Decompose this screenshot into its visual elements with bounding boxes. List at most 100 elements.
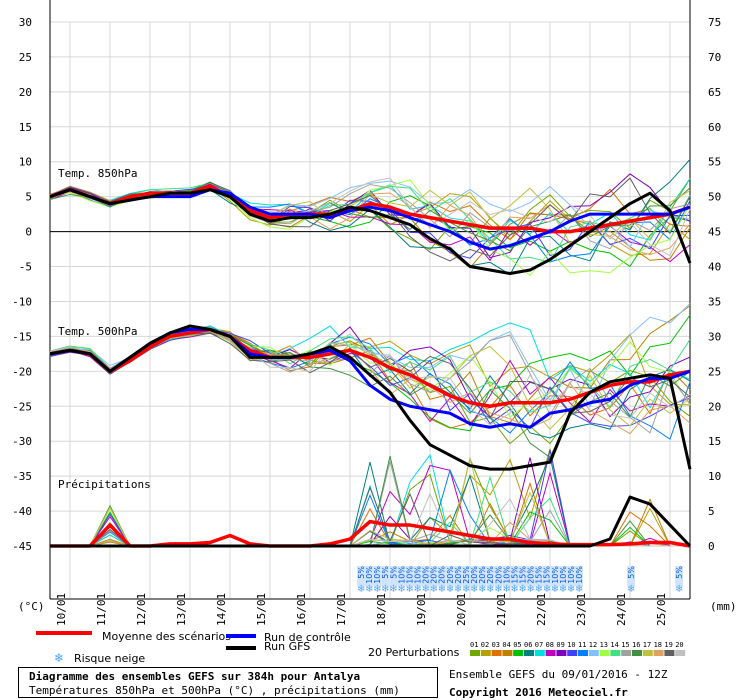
panel-label-precip: Précipitations (58, 478, 151, 491)
left-tick-label: 10 (19, 156, 32, 169)
perturbation-swatch (642, 650, 653, 656)
perturbation-number: 18 (654, 641, 662, 649)
perturbation-number: 17 (643, 641, 651, 649)
snow-risk-label: 25% (462, 566, 471, 584)
snowflake-icon: ❄ (446, 584, 454, 595)
right-tick-label: 30 (708, 330, 721, 343)
x-tick-label: 15/01 (255, 593, 268, 626)
x-tick-label: 13/01 (175, 593, 188, 626)
series-line (50, 495, 692, 548)
snow-risk-label: 10% (567, 566, 576, 584)
snow-risk-bar (542, 566, 551, 586)
perturbation-swatch (632, 650, 642, 656)
perturbation-precip-line (50, 453, 690, 547)
chart-title-box: Diagramme des ensembles GEFS sur 384h po… (18, 667, 438, 698)
ensemble-run-label: Ensemble GEFS du 09/01/2016 - 12Z (449, 668, 668, 681)
copyright-label: Copyright 2016 Meteociel.fr (449, 686, 628, 699)
x-tick-label: 20/01 (455, 593, 468, 626)
snowflake-icon: ❄ (675, 584, 683, 595)
snow-risk-bar (381, 566, 390, 586)
perturbation-swatch (588, 650, 599, 656)
perturbation-swatch (567, 650, 578, 656)
perturbation-number: 03 (492, 641, 500, 649)
x-tick-label: 23/01 (575, 593, 588, 626)
right-tick-label: 25 (708, 365, 721, 378)
snow-risk-label: 20% (430, 566, 439, 584)
snow-risk-bar (445, 566, 454, 586)
snow-risk-bar (461, 566, 470, 586)
snowflake-icon: ❄ (405, 584, 413, 595)
snow-risk-bar (453, 566, 462, 586)
snowflake-icon: ❄ (551, 584, 559, 595)
left-tick-label: 20 (19, 86, 32, 99)
perturbation-line (49, 182, 691, 263)
x-tick-label: 11/01 (95, 593, 108, 626)
snowflake-icon: ❄ (357, 584, 365, 595)
perturbation-line (49, 173, 691, 259)
perturbation-number: 04 (502, 641, 510, 649)
snowflake-icon: ❄ (510, 584, 518, 595)
snowflake-icon: ❄ (397, 584, 405, 595)
perturbation-swatch (675, 650, 686, 656)
perturbation-number: 15 (621, 641, 629, 649)
snow-risk-bar (405, 566, 414, 586)
snow-risk-label: 20% (486, 566, 495, 584)
perturbation-swatch (556, 650, 567, 656)
snow-risk-bar (470, 566, 479, 586)
snow-risk-bar (518, 566, 527, 586)
snow-risk-bar (526, 566, 535, 586)
snow-risk-label: 15% (543, 566, 552, 584)
perturbation-line (49, 305, 691, 424)
snowflake-icon: ❄ (438, 584, 446, 595)
perturbation-legend: 01 02 03 04 05 06 07 08 09 10 11 12 13 14 15 16 17 18 19 20 (470, 641, 686, 656)
snow-risk-bar (566, 566, 575, 586)
series-line (49, 327, 691, 409)
right-tick-label: 35 (708, 295, 721, 308)
x-tick-label: 18/01 (375, 593, 388, 626)
snowflake-icon: ❄ (543, 584, 551, 595)
snow-risk-label: 15% (518, 566, 527, 584)
series-line (49, 184, 691, 234)
snow-risk-label: 10% (414, 566, 423, 584)
legend-control-label: Run de contrôle (264, 631, 351, 644)
perturbation-swatch (524, 650, 534, 656)
snowflake-icon: ❄ (535, 584, 543, 595)
snowflake-icon: ❄ (422, 584, 430, 595)
snow-risk-bar (413, 566, 422, 586)
snow-risk-label: 10% (502, 566, 511, 584)
snowflake-icon: ❄ (365, 584, 373, 595)
right-tick-label: 40 (708, 261, 721, 274)
snow-risk-bar (389, 566, 398, 586)
snow-risk-bar (429, 566, 438, 586)
perturbation-number: 08 (546, 641, 554, 649)
left-tick-label: -45 (12, 540, 32, 553)
right-tick-label: 10 (708, 470, 721, 483)
perturbation-number: 02 (481, 641, 489, 649)
perturbation-precip-line (50, 521, 690, 547)
legend-mean-line (36, 631, 92, 635)
perturbation-swatch (545, 650, 556, 656)
left-tick-label: 5 (25, 191, 32, 204)
snow-risk-label: 20% (422, 566, 431, 584)
x-tick-label: 21/01 (495, 593, 508, 626)
snow-risk-bar (437, 566, 446, 586)
snow-risk-bar (534, 566, 543, 586)
snowflake-icon: ❄ (478, 584, 486, 595)
snow-risk-label: 5% (675, 566, 684, 579)
left-tick-label: 0 (25, 226, 32, 239)
perturbation-swatch (480, 650, 491, 656)
snow-risk-label: 15% (535, 566, 544, 584)
x-tick-label: 24/01 (615, 593, 628, 626)
snow-risk-label: 10% (397, 566, 406, 584)
left-tick-label: -10 (12, 295, 32, 308)
perturbation-swatch (578, 650, 588, 656)
right-tick-label: 50 (708, 191, 721, 204)
right-tick-label: 0 (708, 540, 715, 553)
snowflake-icon: ❄ (502, 584, 510, 595)
perturbation-line (49, 329, 691, 430)
left-tick-label: -30 (12, 435, 32, 448)
perturbation-number: 14 (610, 641, 618, 649)
right-tick-label: 75 (708, 16, 721, 29)
x-tick-label: 22/01 (535, 593, 548, 626)
series-line (49, 188, 692, 276)
